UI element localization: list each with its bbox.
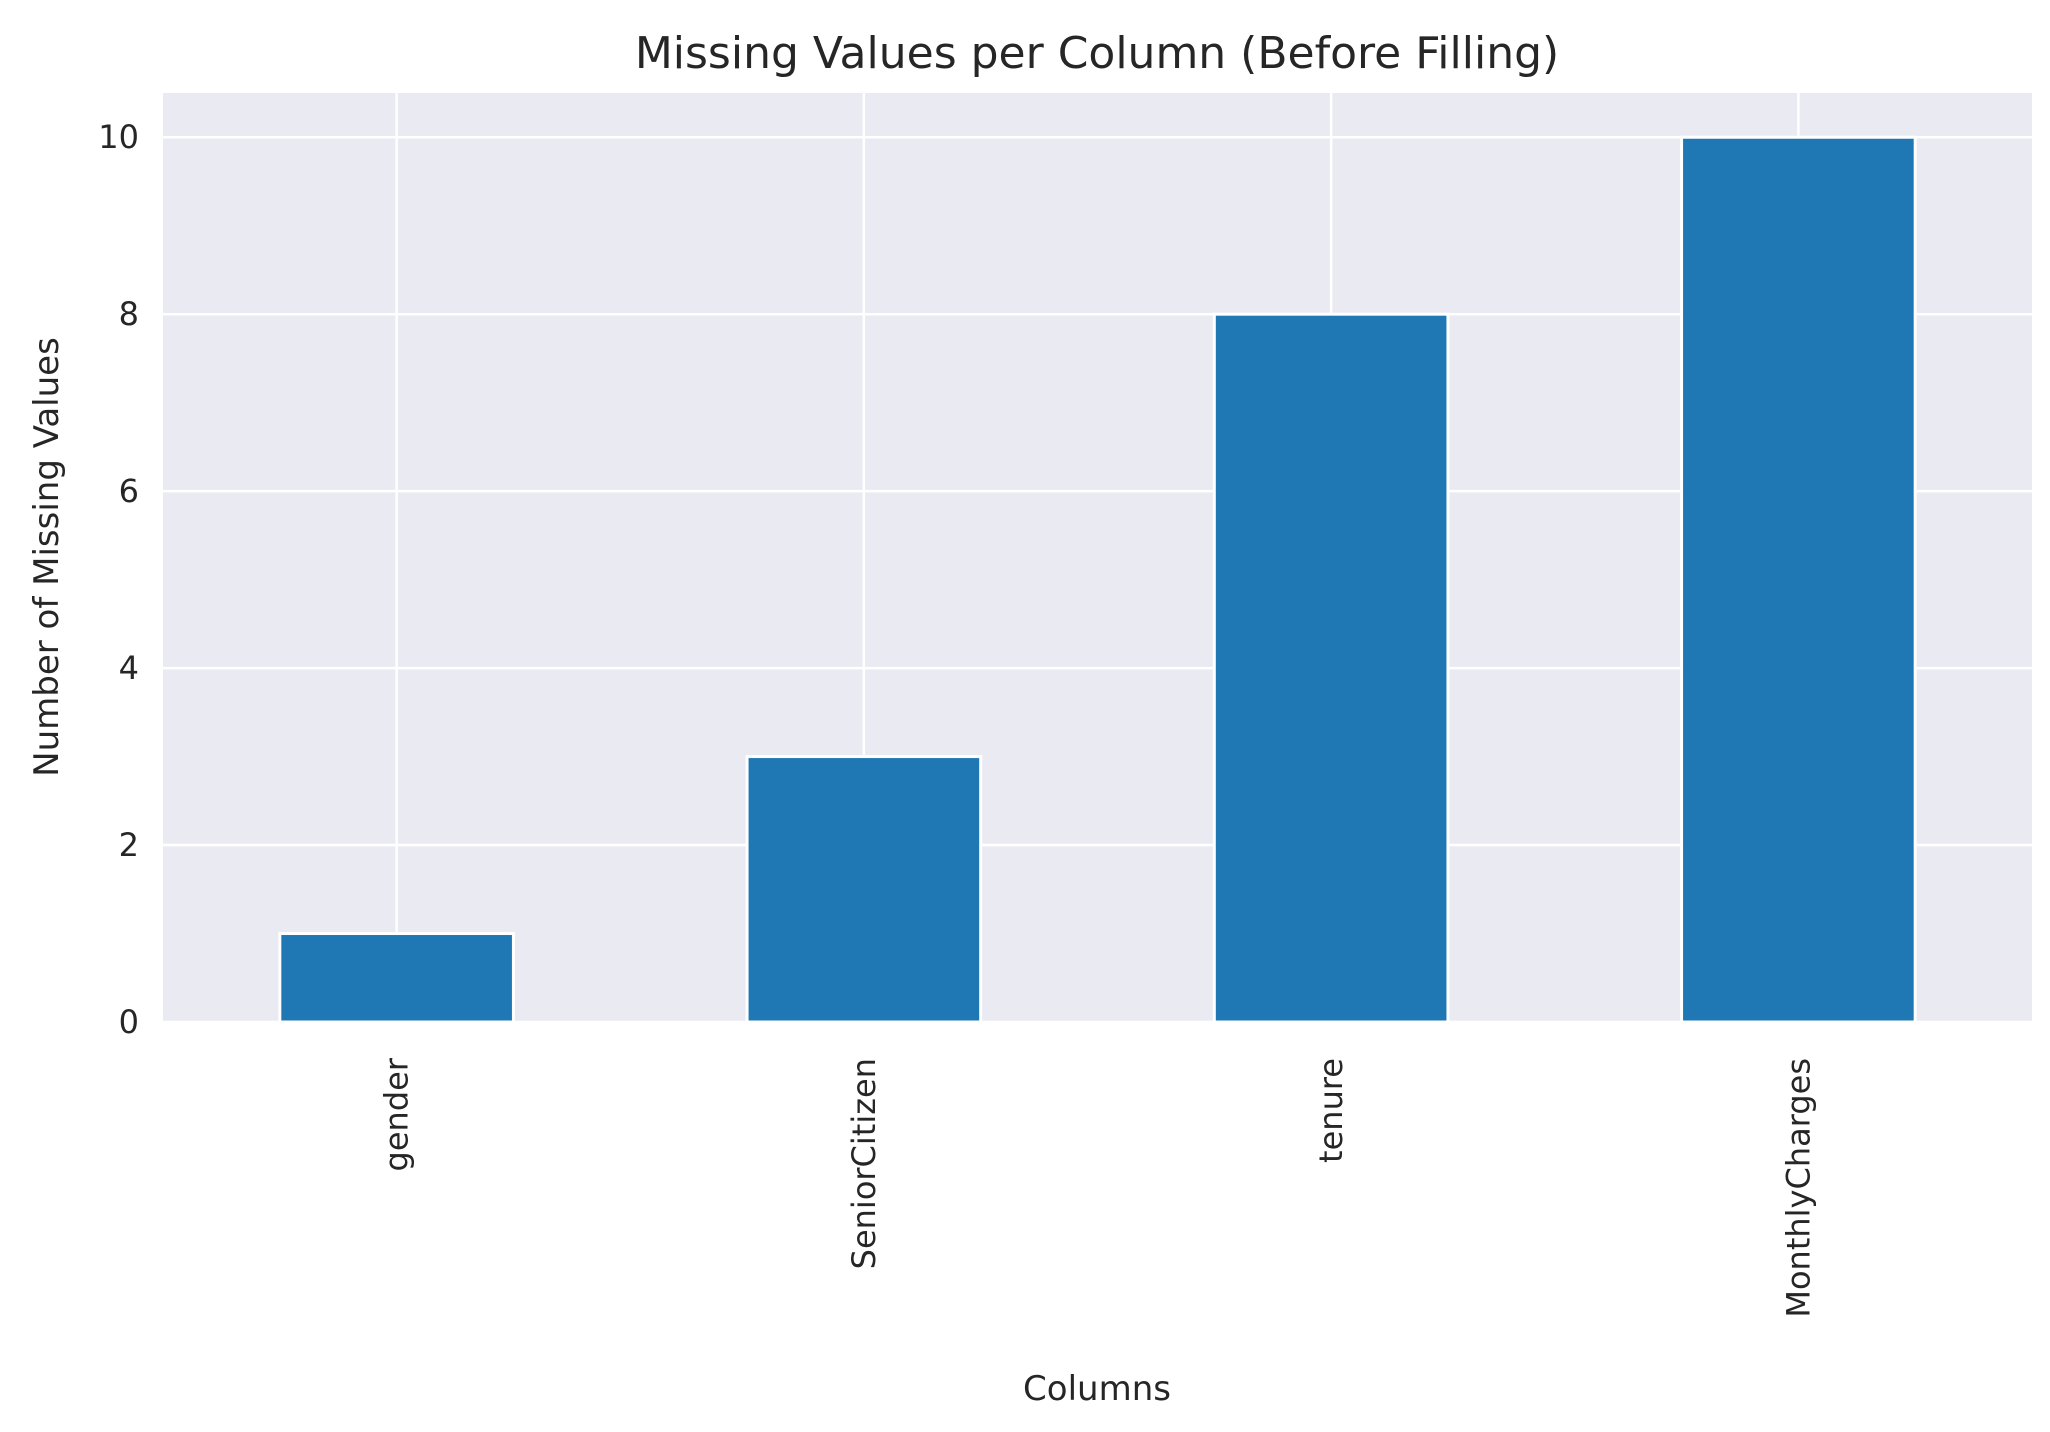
bar-tenure (1212, 312, 1450, 1024)
x-tick-label: tenure (1312, 1058, 1350, 1163)
y-axis-label: Number of Missing Values (27, 337, 67, 777)
bars (278, 135, 1917, 1024)
bar-SeniorCitizen (745, 755, 983, 1024)
bar-MonthlyCharges (1680, 135, 1917, 1024)
y-tick-label: 0 (119, 1003, 139, 1041)
y-tick-label: 8 (119, 295, 139, 333)
y-tick-label: 10 (98, 118, 139, 156)
x-axis-label: Columns (1023, 1369, 1171, 1409)
y-tick-labels: 0 2 4 6 8 10 (98, 118, 139, 1041)
x-tick-labels: gender SeniorCitizen tenure MonthlyCharges (378, 1057, 1818, 1317)
y-tick-label: 2 (119, 826, 139, 864)
bar-gender (278, 932, 515, 1024)
chart-title: Missing Values per Column (Before Fillin… (635, 28, 1559, 79)
x-tick-label: SeniorCitizen (845, 1058, 883, 1269)
x-tick-label: MonthlyCharges (1779, 1058, 1817, 1318)
x-tick-label: gender (378, 1057, 416, 1171)
y-tick-label: 6 (119, 472, 139, 510)
y-tick-label: 4 (119, 649, 139, 687)
